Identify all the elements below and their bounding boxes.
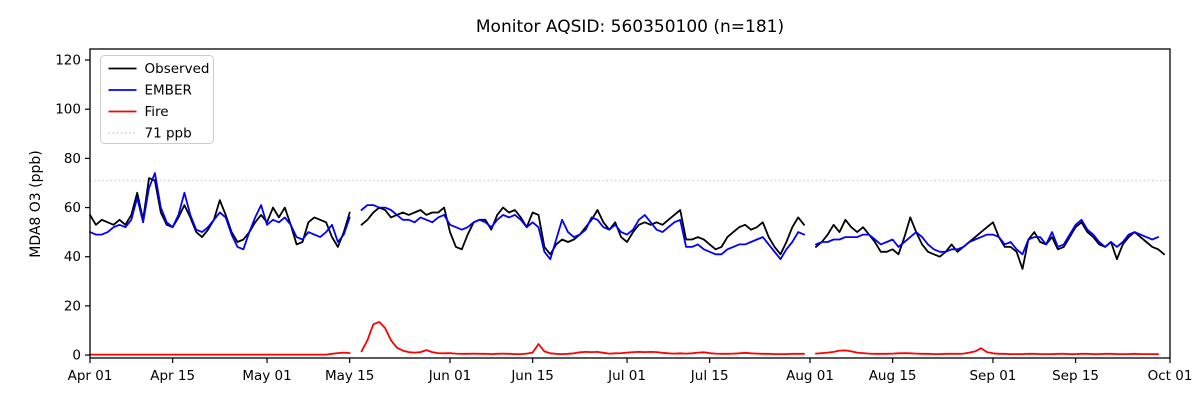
y-tick-label: 120 xyxy=(55,53,81,69)
x-tick-label: Aug 15 xyxy=(869,368,917,384)
y-tick-label: 20 xyxy=(64,298,81,314)
x-tick-label: Apr 01 xyxy=(68,368,113,384)
x-tick-label: Sep 01 xyxy=(969,368,1016,384)
x-tick-label: Jun 01 xyxy=(428,368,472,384)
y-tick-label: 60 xyxy=(64,200,81,216)
legend-label-fire: Fire xyxy=(145,104,169,120)
x-tick-label: Jul 15 xyxy=(690,368,729,384)
y-tick-label: 80 xyxy=(64,151,81,167)
x-tick-label: Oct 01 xyxy=(1148,368,1193,384)
y-tick-label: 100 xyxy=(55,102,81,118)
x-tick-label: Jul 01 xyxy=(607,368,646,384)
series-observed-line xyxy=(89,177,1165,270)
legend-label-ember: EMBER xyxy=(145,83,192,99)
x-tick-label: Apr 15 xyxy=(150,368,195,384)
x-tick-label: May 15 xyxy=(325,368,374,384)
x-tick-label: Sep 15 xyxy=(1052,368,1099,384)
x-tick-label: Jun 15 xyxy=(510,368,554,384)
legend-label-71-ppb: 71 ppb xyxy=(145,126,192,142)
series-ember-line xyxy=(89,172,1160,261)
y-axis-label: MDA8 O3 (ppb) xyxy=(28,150,44,258)
chart-title: Monitor AQSID: 560350100 (n=181) xyxy=(475,17,785,37)
legend-label-observed: Observed xyxy=(145,61,210,77)
y-tick-label: 0 xyxy=(72,348,81,364)
x-tick-label: May 01 xyxy=(242,368,291,384)
y-tick-label: 40 xyxy=(64,249,81,265)
x-tick-label: Aug 01 xyxy=(786,368,834,384)
series-fire-line xyxy=(89,321,1160,356)
plot-frame xyxy=(89,48,1171,359)
legend-box xyxy=(100,55,214,144)
